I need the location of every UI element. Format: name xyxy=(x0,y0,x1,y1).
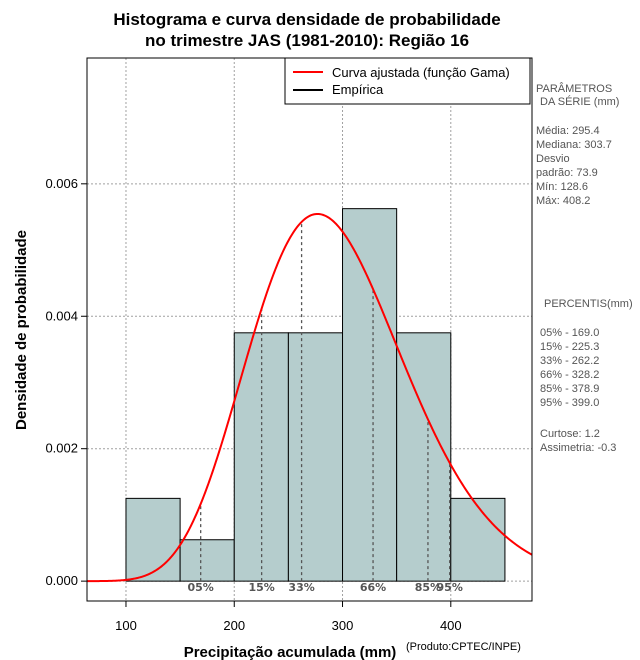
histogram-bar-3 xyxy=(287,332,344,582)
percentile-33: 33% - 262.2 xyxy=(540,355,599,367)
y-tick-label-3: 0.006 xyxy=(45,176,78,191)
percentile-label-15%: 15% xyxy=(248,581,274,594)
y-axis: 0.000 0.002 0.004 0.006 xyxy=(45,176,87,588)
histogram-bar-0 xyxy=(125,497,181,582)
percentile-85: 85% - 378.9 xyxy=(540,383,599,395)
gamma-curve-layer xyxy=(87,212,533,583)
x-tick-label-2: 300 xyxy=(332,618,354,633)
y-tick-label-1: 0.002 xyxy=(45,441,78,456)
percentile-lines: 05% 15% 33% 66% 85%95% xyxy=(188,221,463,594)
x-tick-label-0: 100 xyxy=(115,618,137,633)
y-axis-title: Densidade de probabilidade xyxy=(13,230,30,430)
chart-title-line-1: Histograma e curva densidade de probabil… xyxy=(113,10,500,29)
series-parameters-panel: PARÂMETROS DA SÉRIE (mm) Média: 295.4 Me… xyxy=(536,82,619,207)
chart-title-line-2: no trimestre JAS (1981-2010): Região 16 xyxy=(145,31,469,50)
legend-box xyxy=(284,57,531,105)
param-stddev-label: Desvio xyxy=(536,153,570,165)
percentile-15: 15% - 225.3 xyxy=(540,341,599,353)
param-stddev-value: padrão: 73.9 xyxy=(536,167,598,179)
param-min: Mín: 128.6 xyxy=(536,181,588,193)
percentile-label-85%: 85% xyxy=(415,581,441,594)
percentiles-title: PERCENTIS(mm) xyxy=(544,298,633,310)
histogram-bar-5 xyxy=(396,332,452,582)
legend: Curva ajustada (função Gama) Empírica xyxy=(284,57,531,105)
histogram-bar-1 xyxy=(179,539,235,582)
x-axis-title: Precipitação acumulada (mm) xyxy=(184,644,397,660)
y-tick-label-2: 0.004 xyxy=(45,308,78,323)
product-credit: (Produto:CPTEC/INPE) xyxy=(406,641,521,653)
percentile-66: 66% - 328.2 xyxy=(540,369,599,381)
x-tick-label-1: 200 xyxy=(223,618,245,633)
percentile-label-05%: 05% xyxy=(188,581,214,594)
x-axis: 100 200 300 400 xyxy=(115,601,462,633)
histogram-bar-4 xyxy=(342,208,398,582)
param-mean: Média: 295.4 xyxy=(536,125,600,137)
param-median: Mediana: 303.7 xyxy=(536,139,612,151)
y-tick-label-0: 0.000 xyxy=(45,573,78,588)
histogram-bars xyxy=(125,208,506,582)
legend-label-curve: Curva ajustada (função Gama) xyxy=(332,65,510,80)
skewness: Assimetria: -0.3 xyxy=(540,442,616,454)
x-tick-label-3: 400 xyxy=(440,618,462,633)
percentile-label-66%: 66% xyxy=(360,581,386,594)
gamma-fit-curve xyxy=(87,212,533,583)
chart-title: Histograma e curva densidade de probabil… xyxy=(113,10,500,50)
percentiles-panel: PERCENTIS(mm) 05% - 169.0 15% - 225.3 33… xyxy=(540,298,633,454)
percentile-95: 95% - 399.0 xyxy=(540,397,599,409)
parameters-title-line-2: DA SÉRIE (mm) xyxy=(540,95,619,108)
percentile-05: 05% - 169.0 xyxy=(540,327,599,339)
param-max: Máx: 408.2 xyxy=(536,195,590,207)
percentile-label-33%: 33% xyxy=(288,581,314,594)
percentile-label-95%: 95% xyxy=(437,581,463,594)
parameters-title-line-1: PARÂMETROS xyxy=(536,82,612,95)
legend-label-empirical: Empírica xyxy=(332,82,384,97)
kurtosis: Curtose: 1.2 xyxy=(540,428,600,440)
histogram-bar-6 xyxy=(450,497,506,582)
